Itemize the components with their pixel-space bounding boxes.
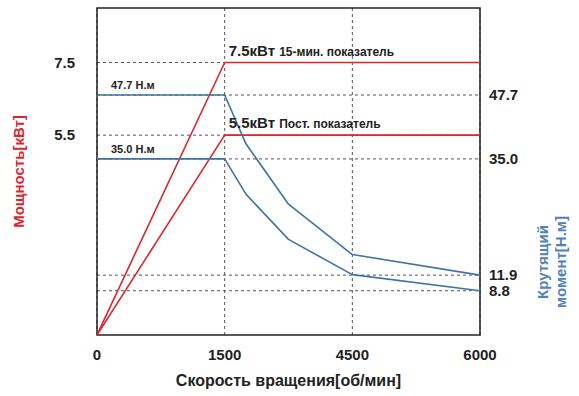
power-line: [97, 63, 480, 336]
y2-axis-title: Крутящиймомент[Н.м]: [534, 216, 569, 308]
y2-grid-line: [97, 275, 480, 276]
y-tick-label: 7.5: [54, 54, 75, 71]
torque-line: [97, 159, 480, 291]
series-label-part: Пост. показатель: [279, 117, 380, 131]
y2-tick-label: 11.9: [489, 266, 517, 283]
y2-tick-label: 8.8: [489, 282, 510, 299]
chart-svg: 7.5кВт 15-мин. показатель 5.5кВт Пост. по…: [0, 0, 579, 396]
chart-container: 7.5кВт 15-мин. показатель 5.5кВт Пост. по…: [0, 0, 579, 396]
series-label-part: 15-мин. показатель: [279, 45, 394, 59]
x-tick-label: 6000: [463, 346, 496, 363]
y2-axis-title-line: момент[Н.м]: [552, 216, 569, 308]
y2-axis-title-line: Крутящий: [534, 225, 551, 299]
torque-line: [97, 95, 480, 275]
series-label: 5.5кВт Пост. показатель: [229, 114, 381, 131]
y2-tick-label: 35.0: [489, 150, 518, 167]
x-tick-label: 4500: [336, 346, 369, 363]
series-label: 47.7 Н.м: [111, 79, 155, 91]
y2-grid-line: [97, 290, 480, 291]
series-label: 35.0 Н.м: [111, 143, 155, 155]
series-label-part: 7.5кВт: [229, 42, 280, 59]
x-tick-label: 1500: [208, 346, 241, 363]
grid: [97, 8, 480, 335]
tick-labels: 0 1500 4500 6000 5.5 7.5 8.811.9 35.0 47.7: [54, 54, 518, 364]
data-group: [97, 63, 480, 336]
power-line: [97, 135, 480, 335]
y-axis-title: Мощность[кВт]: [10, 115, 27, 228]
x-axis-title: Скорость вращения[об/мин]: [176, 372, 401, 389]
series-label-part: 5.5кВт: [229, 114, 280, 131]
series-labels: 7.5кВт 15-мин. показатель 5.5кВт Пост. по…: [111, 42, 394, 155]
x-tick-label: 0: [93, 346, 101, 363]
x-grid-line: [224, 8, 225, 335]
y2-tick-label: 47.7: [489, 86, 518, 103]
series-label: 7.5кВт 15-мин. показатель: [229, 42, 394, 59]
plot-frame: [97, 8, 480, 335]
y-tick-label: 5.5: [54, 126, 75, 143]
